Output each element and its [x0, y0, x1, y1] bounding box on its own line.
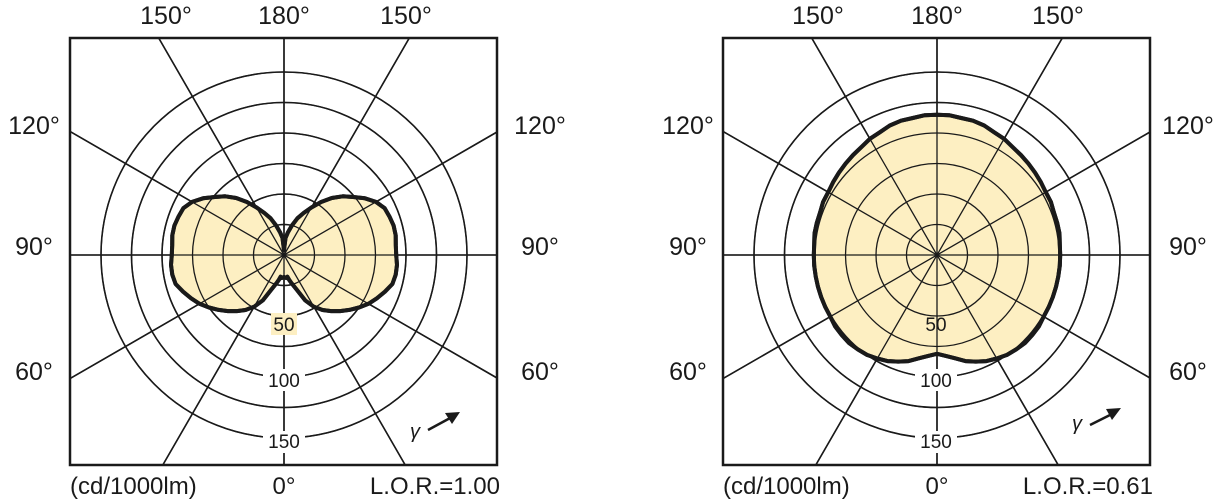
chart-1-curve-outline [169, 194, 399, 314]
chart-2-angle-label-150-left: 150° [792, 2, 844, 30]
chart-1-spoke-overlay-60 [158, 37, 406, 466]
chart-1-angle-label-60-right: 60° [521, 358, 559, 386]
chart-2-unit-label: (cd/1000lm) [723, 473, 850, 500]
polar-chart-2: 50 100 150 150° 180° 150° 120° 120° 90° … [662, 2, 1214, 500]
chart-1-angle-label-120-right: 120° [514, 112, 566, 140]
polar-chart-1: 50 100 150 150° 180° 150° 120° 120° 90° … [8, 2, 566, 500]
chart-1-ring-label-150: 150 [268, 432, 300, 453]
chart-2-gamma-label: γ [1072, 413, 1083, 435]
chart-2-angle-label-90-right: 90° [1169, 233, 1207, 261]
chart-1-gamma-label: γ [410, 421, 421, 443]
chart-2-gamma-arrow-shaft [1089, 412, 1113, 427]
chart-2-angle-label-60-left: 60° [669, 358, 707, 386]
chart-1-angle-label-90-left: 90° [15, 233, 53, 261]
chart-2-lor-label: L.O.R.=0.61 [1023, 473, 1153, 500]
chart-1-ring-label-bg-50 [271, 313, 297, 335]
chart-1-ring-label-50: 50 [273, 315, 294, 336]
chart-2-gamma-arrowhead [1106, 408, 1121, 420]
chart-2-angle-label-180: 180° [911, 2, 963, 30]
chart-1-gamma-arrowhead [445, 412, 460, 424]
chart-1-gamma-indicator: γ [410, 412, 460, 443]
chart-2-curve-outline [811, 112, 1063, 364]
chart-2-angle-label-150-right: 150° [1032, 2, 1084, 30]
chart-1-lor-label: L.O.R.=1.00 [370, 473, 500, 500]
chart-1-angle-label-180: 180° [258, 2, 310, 30]
chart-1-angle-label-60-left: 60° [15, 358, 53, 386]
chart-1-spoke-overlay-150 [69, 131, 498, 380]
chart-2-spoke-overlay-150 [722, 131, 1151, 380]
chart-2-ring-label-150: 150 [920, 432, 952, 453]
chart-2-angle-label-90-left: 90° [669, 233, 707, 261]
chart-2-ring-label-50: 50 [925, 315, 946, 336]
chart-1-ring-label-bg-100 [263, 369, 305, 391]
chart-2-angle-label-120-left: 120° [662, 112, 714, 140]
chart-2-ring-label-bg-100 [915, 369, 957, 391]
chart-1-angle-label-150-left: 150° [140, 2, 192, 30]
chart-1-spoke-overlay-120 [162, 37, 410, 466]
chart-2-ring-label-bg-150 [915, 431, 957, 453]
chart-2-spoke-overlay-60 [811, 37, 1059, 466]
chart-2-angle-label-120-right: 120° [1162, 112, 1214, 140]
chart-1-gamma-arrow-shaft [427, 415, 453, 432]
chart-1-angle-label-0: 0° [273, 473, 296, 500]
chart-2-grid-overlay [722, 37, 1151, 466]
chart-2-spoke-overlay-120 [815, 37, 1063, 466]
chart-2-angle-label-60-right: 60° [1169, 358, 1207, 386]
chart-2-gamma-indicator: γ [1072, 408, 1121, 435]
chart-1-ring-label-bg-150 [263, 431, 305, 453]
chart-1-angle-label-150-right: 150° [380, 2, 432, 30]
chart-1-unit-label: (cd/1000lm) [70, 473, 197, 500]
chart-1-angle-label-90-right: 90° [521, 233, 559, 261]
chart-1-ring-label-100: 100 [268, 371, 300, 392]
chart-2-angle-label-0: 0° [926, 473, 949, 500]
chart-1-angle-label-120-left: 120° [8, 112, 60, 140]
chart-2-ring-label-100: 100 [920, 371, 952, 392]
